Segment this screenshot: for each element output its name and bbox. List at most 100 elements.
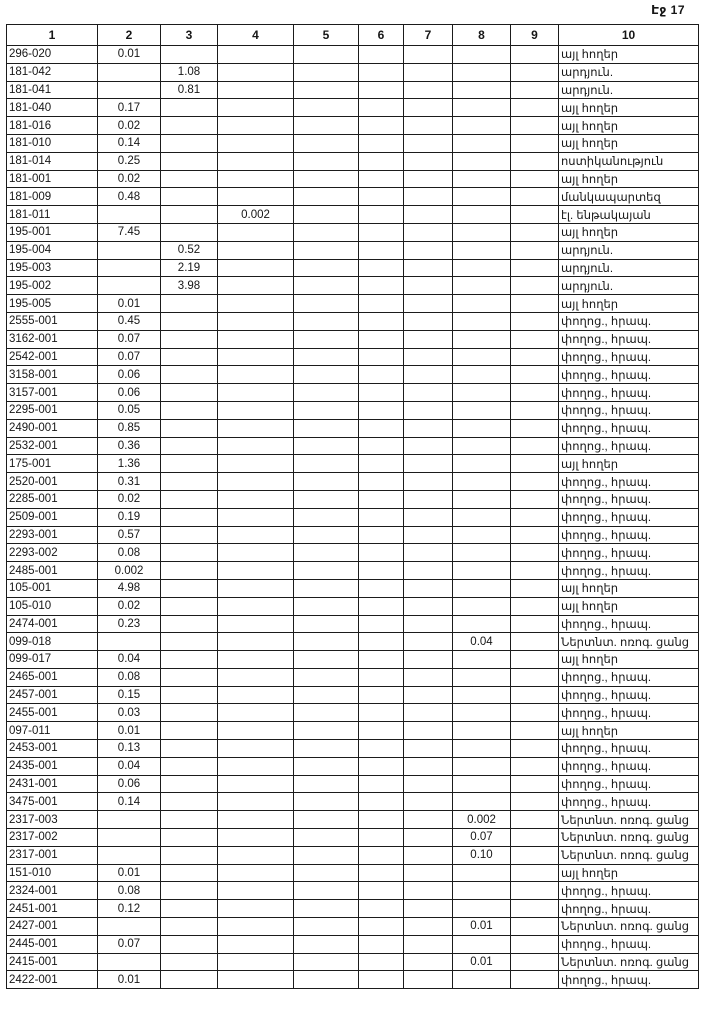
value-col3-cell (160, 756, 218, 776)
empty-col5-cell (293, 721, 359, 741)
empty-col7-cell (403, 62, 453, 82)
value-col4-cell (217, 543, 294, 563)
value-col4-cell (217, 62, 294, 82)
empty-col9-cell (510, 133, 559, 153)
value-col8-cell (452, 133, 511, 153)
parcel-code-cell: 181-042 (6, 62, 98, 82)
land-use-cell: փողոց., հրապ..ֆ (558, 792, 699, 812)
value-col3-cell (160, 311, 218, 331)
value-col3-cell (160, 899, 218, 919)
empty-col5-cell (293, 365, 359, 385)
empty-col6-cell (358, 454, 404, 474)
parcel-code-cell: 3162-001 (6, 329, 98, 349)
land-use-cell: փողոց., հրապ..ֆ (558, 703, 699, 723)
value-col2-cell: 0.07 (97, 347, 161, 367)
land-use-cell: փողոց., հրապ..ֆ (558, 311, 699, 331)
value-col8-cell (452, 98, 511, 118)
empty-col7-cell (403, 881, 453, 901)
empty-col7-cell (403, 792, 453, 812)
empty-col6-cell (358, 294, 404, 313)
table-row: 195-005 0.01 այլ հողեր (6, 294, 699, 313)
land-use-cell: արդյուն. (558, 80, 699, 100)
empty-col7-cell (403, 899, 453, 919)
empty-col9-cell (510, 45, 559, 64)
empty-col6-cell (358, 436, 404, 456)
land-use-cell: փողոց., հրապ..ֆ (558, 472, 699, 491)
column-header-2: 2 (97, 24, 161, 46)
parcel-code-cell: 2317-002 (6, 828, 98, 847)
value-col4-cell (217, 739, 294, 758)
value-col3-cell (160, 739, 218, 758)
empty-col9-cell (510, 881, 559, 901)
empty-col9-cell (510, 774, 559, 794)
value-col2-cell (97, 828, 161, 847)
value-col4-cell (217, 828, 294, 847)
value-col2-cell: 0.36 (97, 436, 161, 456)
empty-col5-cell (293, 596, 359, 616)
value-col2-cell: 1.36 (97, 454, 161, 474)
value-col8-cell (452, 80, 511, 100)
parcel-code-cell: 2445-001 (6, 934, 98, 954)
value-col4-cell (217, 45, 294, 64)
parcel-code-cell: 3158-001 (6, 365, 98, 385)
empty-col6-cell (358, 169, 404, 189)
empty-col6-cell (358, 222, 404, 242)
table-row: 2427-001 0.01 Ներտնտ. ոռոգ. ցանց.ֆ (6, 917, 699, 936)
empty-col5-cell (293, 45, 359, 64)
value-col8-cell: 0.01 (452, 917, 511, 936)
value-col8-cell (452, 62, 511, 82)
value-col3-cell (160, 774, 218, 794)
parcel-code-cell: 2427-001 (6, 917, 98, 936)
value-col2-cell: 0.01 (97, 721, 161, 741)
empty-col7-cell (403, 810, 453, 830)
value-col8-cell (452, 543, 511, 563)
value-col2-cell: 0.12 (97, 899, 161, 919)
empty-col5-cell (293, 650, 359, 669)
empty-col9-cell (510, 80, 559, 100)
table-row: 181-001 0.02 այլ հողեր (6, 169, 699, 189)
empty-col9-cell (510, 294, 559, 313)
empty-col7-cell (403, 169, 453, 189)
value-col8-cell (452, 739, 511, 758)
empty-col6-cell (358, 721, 404, 741)
empty-col9-cell (510, 739, 559, 758)
empty-col9-cell (510, 383, 559, 402)
value-col4-cell (217, 258, 294, 278)
value-col4-cell (217, 667, 294, 687)
value-col2-cell (97, 810, 161, 830)
empty-col7-cell (403, 667, 453, 687)
parcel-code-cell: 2555-001 (6, 311, 98, 331)
empty-col6-cell (358, 739, 404, 758)
empty-col5-cell (293, 151, 359, 171)
value-col3-cell (160, 454, 218, 474)
value-col3-cell (160, 970, 218, 990)
empty-col7-cell (403, 240, 453, 260)
value-col8-cell (452, 187, 511, 207)
value-col2-cell (97, 276, 161, 296)
land-use-cell: փողոց., հրապ..ֆ (558, 685, 699, 705)
empty-col6-cell (358, 650, 404, 669)
column-header-6: 6 (358, 24, 404, 46)
empty-col5-cell (293, 934, 359, 954)
value-col3-cell (160, 205, 218, 224)
parcel-code-cell: 181-041 (6, 80, 98, 100)
empty-col7-cell (403, 721, 453, 741)
value-col4-cell (217, 614, 294, 634)
empty-col9-cell (510, 276, 559, 296)
value-col3-cell: 0.52 (160, 240, 218, 260)
empty-col6-cell (358, 756, 404, 776)
value-col4-cell: 0.002 (217, 205, 294, 224)
table-row: 151-010 0.01 այլ հողեր (6, 863, 699, 883)
page-number: Էջ 17 (651, 3, 685, 17)
value-col8-cell (452, 685, 511, 705)
value-col8-cell (452, 383, 511, 402)
empty-col6-cell (358, 596, 404, 616)
value-col3-cell (160, 133, 218, 153)
value-col2-cell: 0.23 (97, 614, 161, 634)
empty-col5-cell (293, 187, 359, 207)
